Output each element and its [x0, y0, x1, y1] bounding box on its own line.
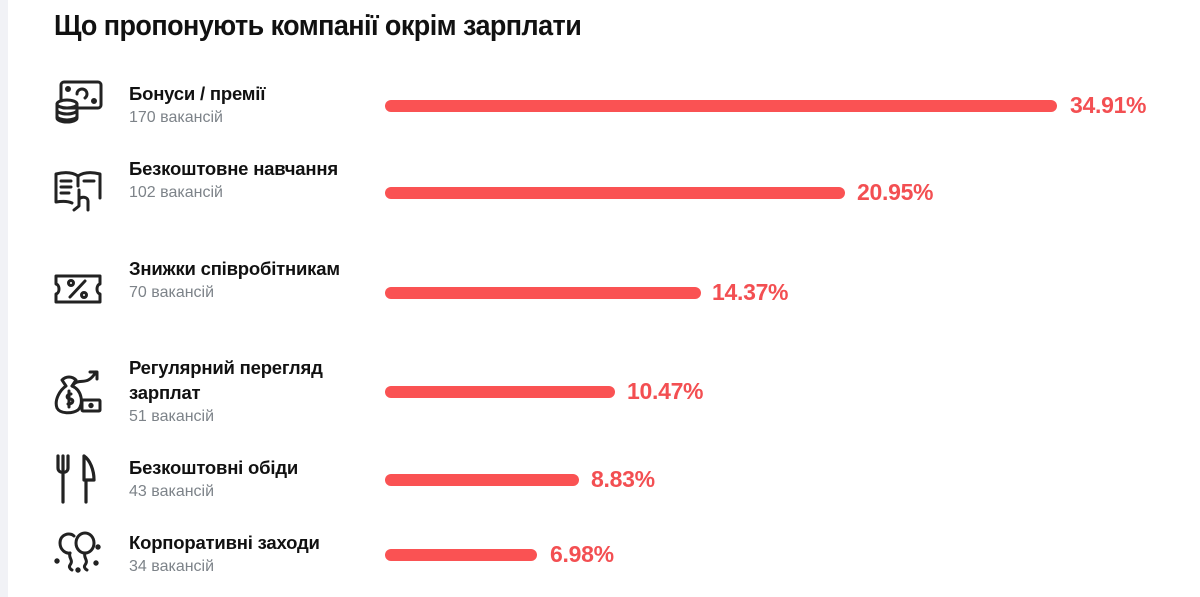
left-edge-strip — [0, 0, 8, 597]
bar — [385, 549, 537, 561]
vacancy-count: 70 вакансій — [129, 284, 215, 301]
vacancy-count: 102 вакансій — [129, 184, 223, 201]
percent-value: 10.47% — [627, 378, 704, 404]
discount-ticket-icon — [52, 266, 104, 318]
percent-value: 8.83% — [591, 466, 655, 492]
bar — [385, 386, 615, 398]
benefit-label: Корпоративні заходи — [129, 532, 320, 553]
money-bag-growth-icon — [52, 366, 104, 418]
vacancy-count: 34 вакансій — [129, 558, 215, 575]
benefit-label: Безкоштовне навчання — [129, 158, 338, 179]
bar — [385, 474, 579, 486]
bar — [385, 287, 701, 299]
chart-title: Що пропонують компанії окрім зарплати — [54, 10, 582, 42]
bar — [385, 100, 1057, 112]
percent-value: 6.98% — [550, 541, 614, 567]
benefit-label: Бонуси / премії — [129, 83, 266, 104]
balloons-icon — [52, 528, 104, 580]
percent-value: 20.95% — [857, 179, 934, 205]
money-coins-icon — [52, 78, 104, 130]
percent-value: 14.37% — [712, 279, 789, 305]
vacancy-count: 43 вакансій — [129, 483, 215, 500]
vacancy-count: 170 вакансій — [129, 109, 223, 126]
percent-value: 34.91% — [1070, 92, 1147, 118]
benefit-label: Безкоштовні обіди — [129, 457, 299, 478]
vacancy-count: 51 вакансій — [129, 408, 215, 425]
benefit-label: Регулярний перегляд зарплат — [129, 357, 323, 403]
benefit-label: Знижки співробітникам — [129, 258, 340, 279]
book-hand-icon — [52, 166, 104, 218]
bar — [385, 187, 845, 199]
fork-knife-icon — [52, 452, 104, 504]
